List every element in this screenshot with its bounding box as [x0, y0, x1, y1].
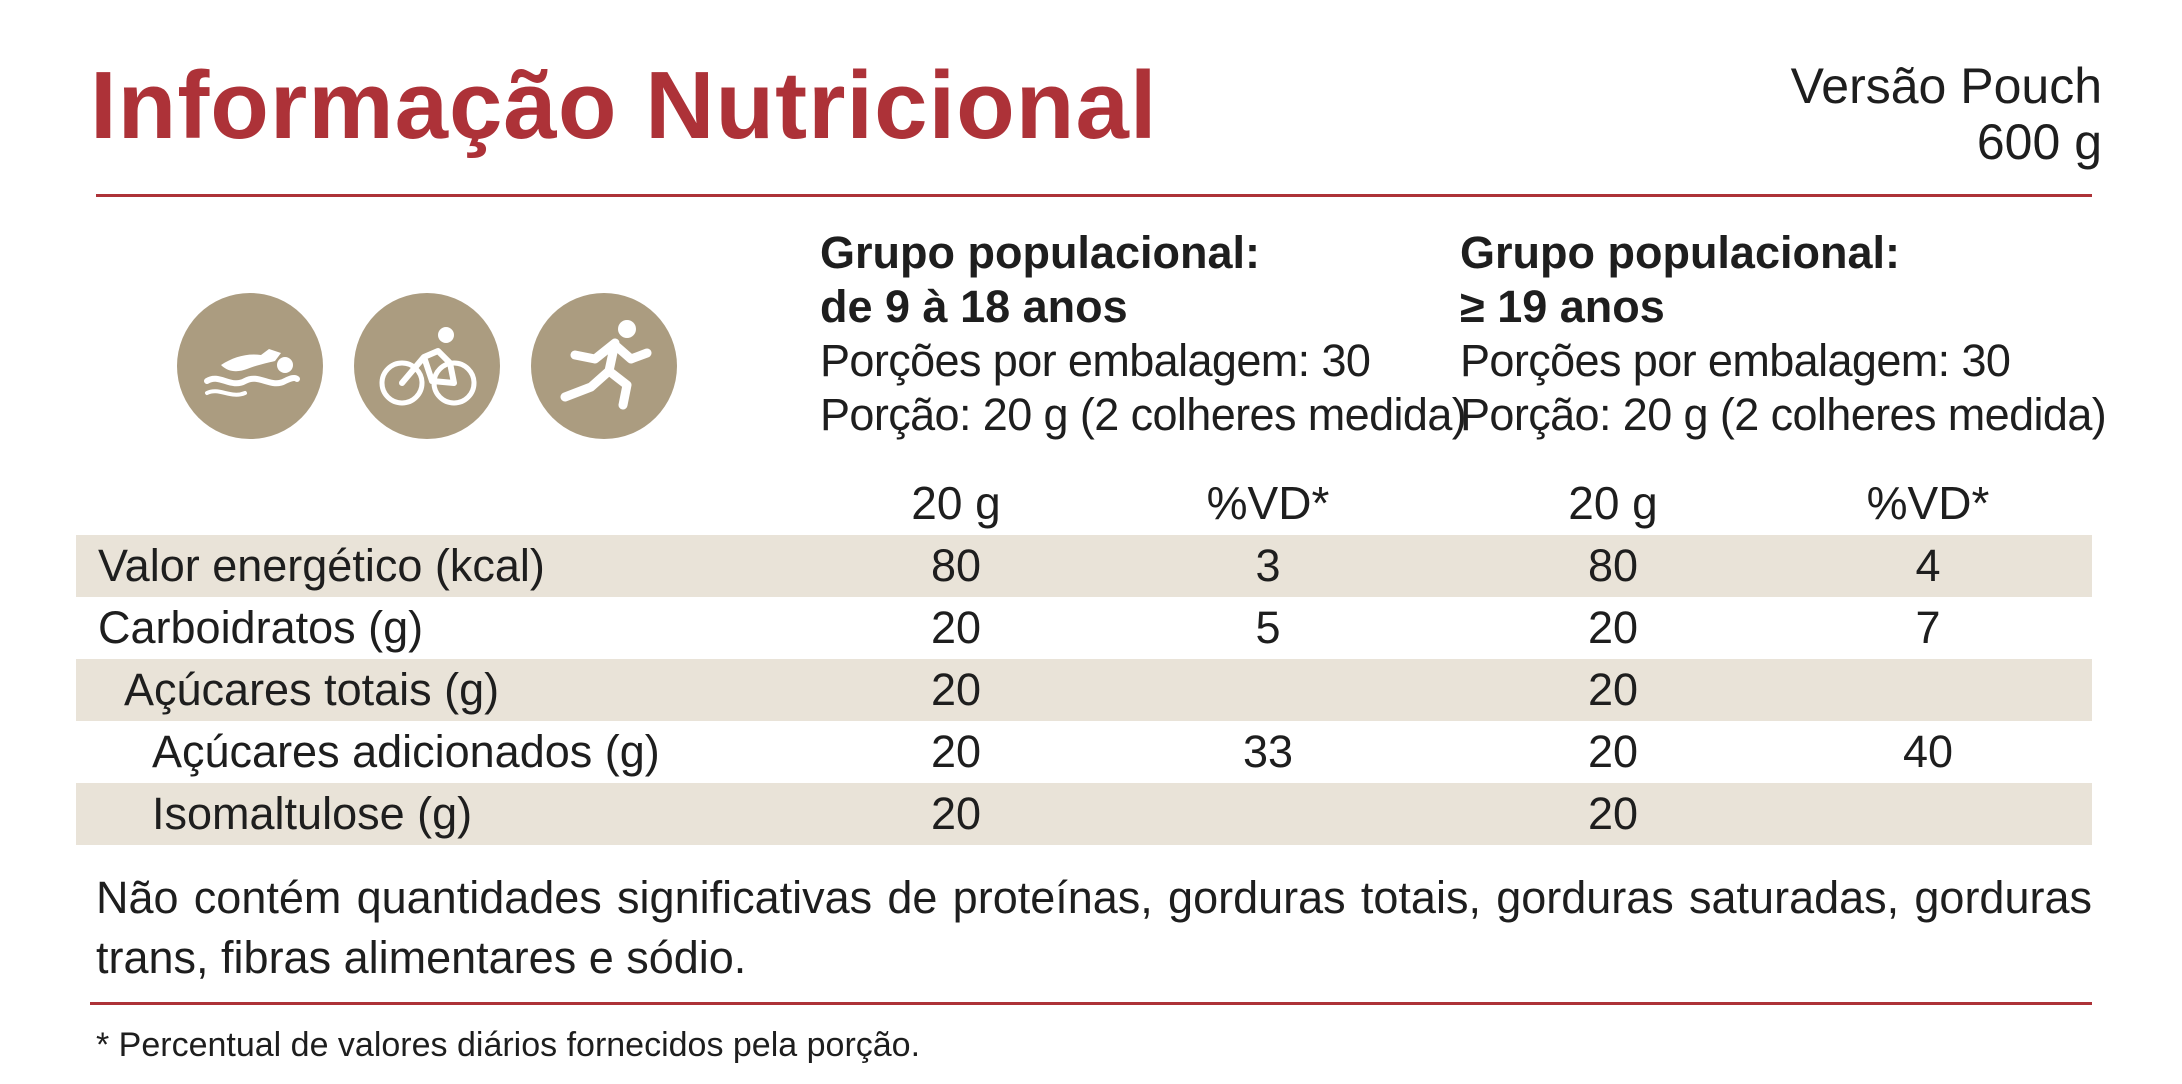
column-header-vd-1: %VD* — [1206, 477, 1330, 529]
bottom-divider — [90, 1002, 2092, 1005]
cell-value: 3 — [1255, 540, 1281, 591]
swimming-icon — [177, 293, 323, 439]
cell-value: 20 — [930, 664, 982, 715]
group-portion: Porção: 20 g (2 colheres medida) — [1460, 389, 2107, 440]
column-header-portion-2: 20 g — [1568, 477, 1658, 529]
row-label: Açúcares totais (g) — [124, 664, 500, 715]
table-row: Açúcares totais (g) 20 20 — [76, 659, 2092, 721]
cell-value: 20 — [930, 602, 982, 653]
cell-value: 80 — [1587, 540, 1639, 591]
row-label: Açúcares adicionados (g) — [152, 726, 660, 777]
running-icon — [531, 293, 677, 439]
group-9-18: Grupo populacional: de 9 à 18 anos Porçõ… — [820, 226, 1467, 442]
group-age: de 9 à 18 anos — [820, 281, 1128, 332]
cell-value: 7 — [1915, 602, 1941, 653]
cell-value: 20 — [930, 788, 982, 839]
group-portion: Porção: 20 g (2 colheres medida) — [820, 389, 1467, 440]
group-19-plus: Grupo populacional: ≥ 19 anos Porções po… — [1460, 226, 2107, 442]
row-label: Valor energético (kcal) — [98, 540, 545, 591]
group-servings: Porções por embalagem: 30 — [820, 335, 1371, 386]
table-row: Valor energético (kcal) 80 3 80 4 — [76, 535, 2092, 597]
cell-value: 20 — [1587, 602, 1639, 653]
cycling-icon — [354, 293, 500, 439]
footnote: * Percentual de valores diários fornecid… — [96, 1026, 921, 1064]
group-title: Grupo populacional: — [820, 227, 1260, 278]
cell-value: 20 — [1587, 726, 1639, 777]
version-name: Versão Pouch — [1790, 58, 2102, 114]
column-header-portion-1: 20 g — [911, 477, 1001, 529]
cell-value: 40 — [1902, 726, 1954, 777]
table-row: Açúcares adicionados (g) 20 33 20 40 — [76, 721, 2092, 783]
row-label: Isomaltulose (g) — [152, 788, 473, 839]
group-age: ≥ 19 anos — [1460, 281, 1665, 332]
group-servings: Porções por embalagem: 30 — [1460, 335, 2011, 386]
table-row: Carboidratos (g) 20 5 20 7 — [76, 597, 2092, 659]
cell-value: 20 — [930, 726, 982, 777]
cell-value: 33 — [1242, 726, 1294, 777]
column-header-vd-2: %VD* — [1866, 477, 1990, 529]
version-weight: 600 g — [1976, 114, 2102, 170]
cell-value: 5 — [1255, 602, 1281, 653]
version-label: Versão Pouch 600 g — [1791, 58, 2102, 170]
cell-value: 20 — [1587, 664, 1639, 715]
table-row: Isomaltulose (g) 20 20 — [76, 783, 2092, 845]
cell-value: 20 — [1587, 788, 1639, 839]
nutrition-note: Não contém quantidades significativas de… — [96, 872, 2092, 983]
group-title: Grupo populacional: — [1460, 227, 1900, 278]
cell-value: 80 — [930, 540, 982, 591]
page-title: Informação Nutricional — [90, 52, 1158, 159]
row-label: Carboidratos (g) — [98, 602, 424, 653]
top-divider — [96, 194, 2092, 197]
cell-value: 4 — [1915, 540, 1941, 591]
